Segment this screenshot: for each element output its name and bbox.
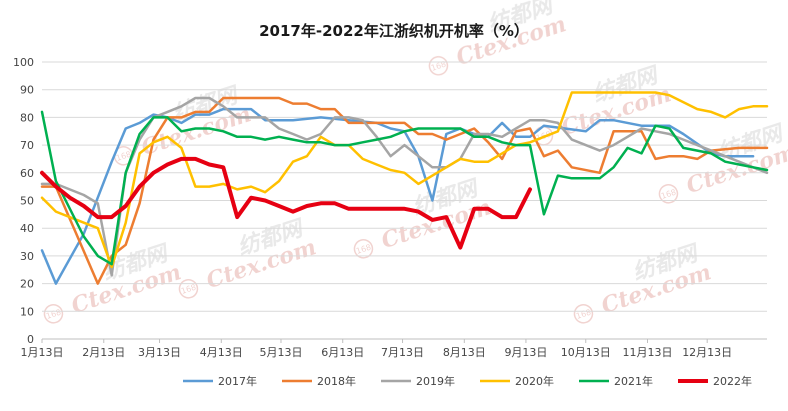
x-tick-label: 8月13日 xyxy=(443,346,486,359)
x-tick-label: 3月13日 xyxy=(138,346,181,359)
x-tick-label: 11月13日 xyxy=(623,346,673,359)
y-tick-label: 50 xyxy=(20,195,34,208)
watermark-badge: 168 xyxy=(115,150,132,163)
x-tick-label: 12月13日 xyxy=(682,346,732,359)
chart-title: 2017年-2022年江浙织机开机率（%） xyxy=(259,22,529,40)
series-lines xyxy=(40,91,769,285)
x-tick-label: 6月13日 xyxy=(321,346,364,359)
legend: 2017年 2018年 2019年 2020年 2021年 2022年 xyxy=(183,374,752,388)
y-tick-label: 60 xyxy=(20,167,34,180)
watermark-badge-icon xyxy=(658,184,679,204)
watermark-badge-icon xyxy=(178,279,199,299)
series-line-2022年 xyxy=(40,156,532,250)
watermark-badge: 168 xyxy=(660,188,677,201)
series-line-2020年 xyxy=(40,91,769,269)
legend-label: 2018年 xyxy=(317,374,356,388)
gridlines xyxy=(42,61,767,340)
x-tick-label: 7月13日 xyxy=(381,346,424,359)
x-tick-label: 1月13日 xyxy=(21,346,64,359)
watermark-badge: 168 xyxy=(180,283,197,296)
watermark-badge: 168 xyxy=(45,308,62,321)
y-tick-label: 40 xyxy=(20,222,34,235)
legend-label: 2022年 xyxy=(713,374,752,388)
y-tick-label: 10 xyxy=(20,305,34,318)
series-line-2019年 xyxy=(40,96,769,277)
y-tick-label: 80 xyxy=(20,111,34,124)
x-tick-label: 2月13日 xyxy=(82,346,125,359)
legend-label: 2019年 xyxy=(416,374,455,388)
watermark-badge-icon xyxy=(428,56,449,76)
x-axis: 1月13日 2月13日 3月13日 4月13日 5月13日 6月13日 7月13日 8月13日… xyxy=(21,339,732,359)
watermark-badge: 168 xyxy=(430,60,447,73)
y-tick-label: 20 xyxy=(20,278,34,291)
series-line-2021年 xyxy=(40,110,769,266)
x-tick-label: 10月13日 xyxy=(561,346,611,359)
y-tick-label: 30 xyxy=(20,250,34,263)
y-tick-label: 70 xyxy=(20,139,34,152)
watermark-badge-icon xyxy=(353,239,374,259)
x-tick-label: 9月13日 xyxy=(504,346,547,359)
legend-label: 2021年 xyxy=(614,374,653,388)
y-tick-label: 100 xyxy=(13,56,34,69)
legend-label: 2020年 xyxy=(515,374,554,388)
y-tick-label: 90 xyxy=(20,84,34,97)
watermark-badge: 168 xyxy=(575,308,592,321)
y-axis-ticks: 0 10 20 30 40 50 60 70 80 90 100 xyxy=(13,56,34,346)
y-tick-label: 0 xyxy=(27,333,34,346)
legend-label: 2017年 xyxy=(218,374,257,388)
x-tick-label: 4月13日 xyxy=(200,346,243,359)
x-tick-label: 5月13日 xyxy=(259,346,302,359)
watermark-badge: 168 xyxy=(355,243,372,256)
